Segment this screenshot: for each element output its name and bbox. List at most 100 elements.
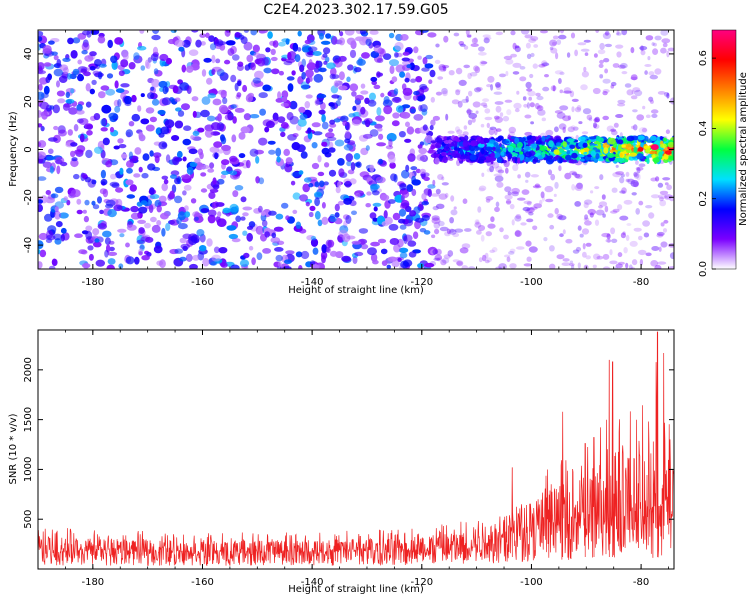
heatmap-cell [399, 71, 406, 78]
heatmap-cell [609, 249, 613, 256]
heatmap-cell [574, 107, 582, 113]
heatmap-cell [172, 85, 179, 94]
heatmap-cell [249, 148, 259, 157]
heatmap-cell [377, 238, 387, 244]
heatmap-cell [645, 114, 651, 119]
heatmap-cell [372, 217, 379, 222]
heatmap-cell [56, 90, 65, 97]
heatmap-cell [514, 147, 522, 153]
heatmap-cell [140, 200, 148, 206]
heatmap-cell [335, 186, 341, 194]
heatmap-cell [514, 215, 522, 222]
heatmap-cell [657, 182, 664, 188]
heatmap-cell [555, 52, 559, 60]
heatmap-cell [120, 153, 128, 159]
heatmap-cell [392, 212, 401, 221]
heatmap-cell [431, 215, 440, 221]
heatmap-cell [255, 225, 264, 235]
heatmap-cell [463, 45, 469, 50]
heatmap-cell [435, 203, 445, 209]
heatmap-cell [637, 249, 647, 256]
heatmap-cell [662, 228, 668, 233]
heatmap-cell [520, 30, 530, 35]
heatmap-cell [213, 141, 223, 148]
heatmap-cell [514, 137, 520, 145]
heatmap-cell [95, 259, 106, 267]
heatmap-cell [458, 41, 465, 46]
heatmap-cell [538, 105, 542, 109]
heatmap-cell [94, 238, 100, 243]
heatmap-cell [70, 142, 78, 147]
x-tick-label: -120 [410, 277, 433, 288]
heatmap-cell [108, 246, 115, 252]
heatmap-cell [407, 153, 416, 162]
heatmap-cell [498, 263, 507, 269]
heatmap-cell [254, 58, 262, 65]
heatmap-cell [216, 41, 227, 46]
y-tick-label: 500 [23, 510, 34, 529]
heatmap-cell [525, 81, 532, 89]
heatmap-cell [616, 51, 622, 58]
heatmap-cell [484, 259, 490, 264]
heatmap-cell [38, 31, 44, 37]
heatmap-cell [647, 56, 651, 61]
heatmap-cell [644, 70, 648, 75]
heatmap-cell [524, 131, 533, 136]
heatmap-cell [188, 148, 198, 155]
heatmap-cell [505, 58, 514, 65]
heatmap-cell [660, 30, 669, 36]
heatmap-cell [400, 260, 409, 269]
heatmap-cell [493, 141, 499, 146]
heatmap-cell [658, 194, 667, 200]
heatmap-cell [70, 150, 76, 158]
heatmap-cell [89, 66, 96, 71]
heatmap-cell [490, 152, 495, 158]
heatmap-cell [587, 208, 596, 216]
heatmap-cell [438, 65, 447, 72]
heatmap-cell [545, 129, 554, 136]
heatmap-cell [138, 227, 145, 234]
heatmap-cell [648, 96, 654, 102]
heatmap-cell [222, 207, 231, 214]
heatmap-cell [631, 90, 635, 95]
heatmap-cell [364, 119, 371, 128]
heatmap-cell [234, 185, 244, 191]
heatmap-cell [487, 223, 496, 229]
heatmap-cell [154, 155, 160, 164]
heatmap-cell [524, 114, 532, 119]
heatmap-cell [617, 99, 626, 104]
heatmap-cell [318, 180, 325, 188]
heatmap-cell [626, 143, 632, 151]
heatmap-cell [476, 86, 483, 92]
heatmap-cell [530, 143, 538, 149]
heatmap-cell [617, 139, 624, 145]
heatmap-cell [217, 89, 227, 95]
heatmap-cell [648, 150, 656, 155]
heatmap-cell [150, 216, 157, 223]
heatmap-cell [475, 110, 479, 114]
heatmap-cell [514, 46, 521, 53]
heatmap-cell [424, 63, 434, 69]
heatmap-cell [596, 255, 604, 260]
heatmap-cell [554, 181, 559, 189]
heatmap-cell [364, 97, 370, 105]
heatmap-cell [484, 108, 491, 114]
heatmap-cell [235, 215, 242, 223]
heatmap-cell [593, 141, 601, 145]
heatmap-cell [304, 101, 311, 109]
heatmap-y-axis: 40 20 0 -20 -40 [23, 48, 674, 253]
heatmap-cell [281, 202, 289, 209]
heatmap-cell [442, 90, 448, 97]
heatmap-cell [499, 112, 504, 117]
heatmap-cell [40, 125, 45, 132]
heatmap-cell [401, 169, 410, 179]
heatmap-cell [536, 105, 544, 111]
heatmap-cell [423, 176, 430, 181]
heatmap-cell [494, 128, 498, 136]
heatmap-cell [598, 63, 604, 68]
heatmap-cell [455, 126, 460, 133]
heatmap-cell [543, 237, 548, 242]
heatmap-cell [228, 233, 239, 240]
heatmap-cell [335, 100, 341, 107]
heatmap-cell [476, 136, 481, 142]
